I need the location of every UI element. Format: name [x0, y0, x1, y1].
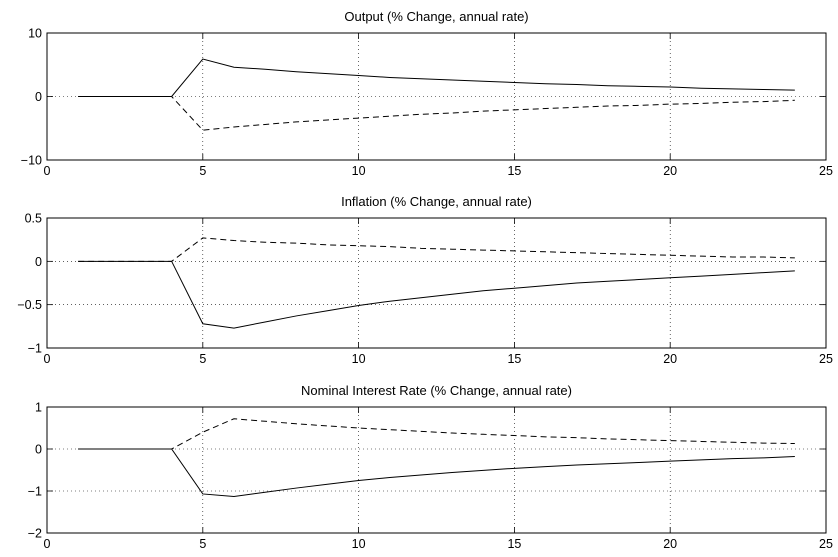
- y-tick-label: −2: [28, 527, 42, 541]
- x-tick-label: 10: [352, 537, 366, 551]
- x-tick-label: 5: [199, 537, 206, 551]
- x-tick-label: 5: [199, 352, 206, 366]
- y-tick-label: 0: [35, 443, 42, 457]
- y-tick-label: 0: [35, 90, 42, 104]
- series-line-solid: [78, 260, 795, 329]
- subplot-3: 0 5 10 15 20 25 −2 −1 0 1 Nominal Interest Rate (%…: [28, 383, 833, 551]
- plot-frame: [46, 406, 827, 534]
- x-tick-label: 15: [507, 537, 521, 551]
- series-line-dashed: [78, 237, 795, 262]
- subplot-title: Output (% Change, annual rate): [344, 9, 528, 24]
- subplot-2: 0 5 10 15 20 25 −1 −0.5 0 0.5 Inflation (% Change,…: [17, 194, 833, 366]
- x-tick-label: 25: [819, 164, 833, 178]
- series-line-dashed: [78, 418, 795, 450]
- x-tick-label: 25: [819, 537, 833, 551]
- subplot-title: Nominal Interest Rate (% Change, annual …: [301, 383, 572, 398]
- x-tick-label: 15: [507, 352, 521, 366]
- y-tick-label: −10: [21, 154, 42, 168]
- x-tick-label: 10: [352, 164, 366, 178]
- y-tick-label: 1: [35, 401, 42, 415]
- x-tick-label: 0: [44, 164, 51, 178]
- series-line-dashed: [78, 96, 795, 131]
- x-tick-label: 25: [819, 352, 833, 366]
- y-tick-label: −1: [28, 485, 42, 499]
- y-tick-label: 10: [28, 27, 42, 41]
- y-tick-label: −1: [28, 342, 42, 356]
- plot-frame: [46, 217, 827, 349]
- x-tick-label: 15: [507, 164, 521, 178]
- subplot-title: Inflation (% Change, annual rate): [341, 194, 532, 209]
- y-tick-label: −0.5: [17, 298, 42, 312]
- x-tick-label: 20: [663, 537, 677, 551]
- y-tick-label: 0: [35, 255, 42, 269]
- y-tick-label: 0.5: [25, 212, 42, 226]
- x-tick-label: 0: [44, 352, 51, 366]
- x-tick-label: 20: [663, 352, 677, 366]
- x-tick-label: 0: [44, 537, 51, 551]
- series-line-solid: [78, 448, 795, 497]
- x-tick-label: 5: [199, 164, 206, 178]
- x-tick-label: 20: [663, 164, 677, 178]
- x-tick-label: 10: [352, 352, 366, 366]
- series-line-solid: [78, 58, 795, 97]
